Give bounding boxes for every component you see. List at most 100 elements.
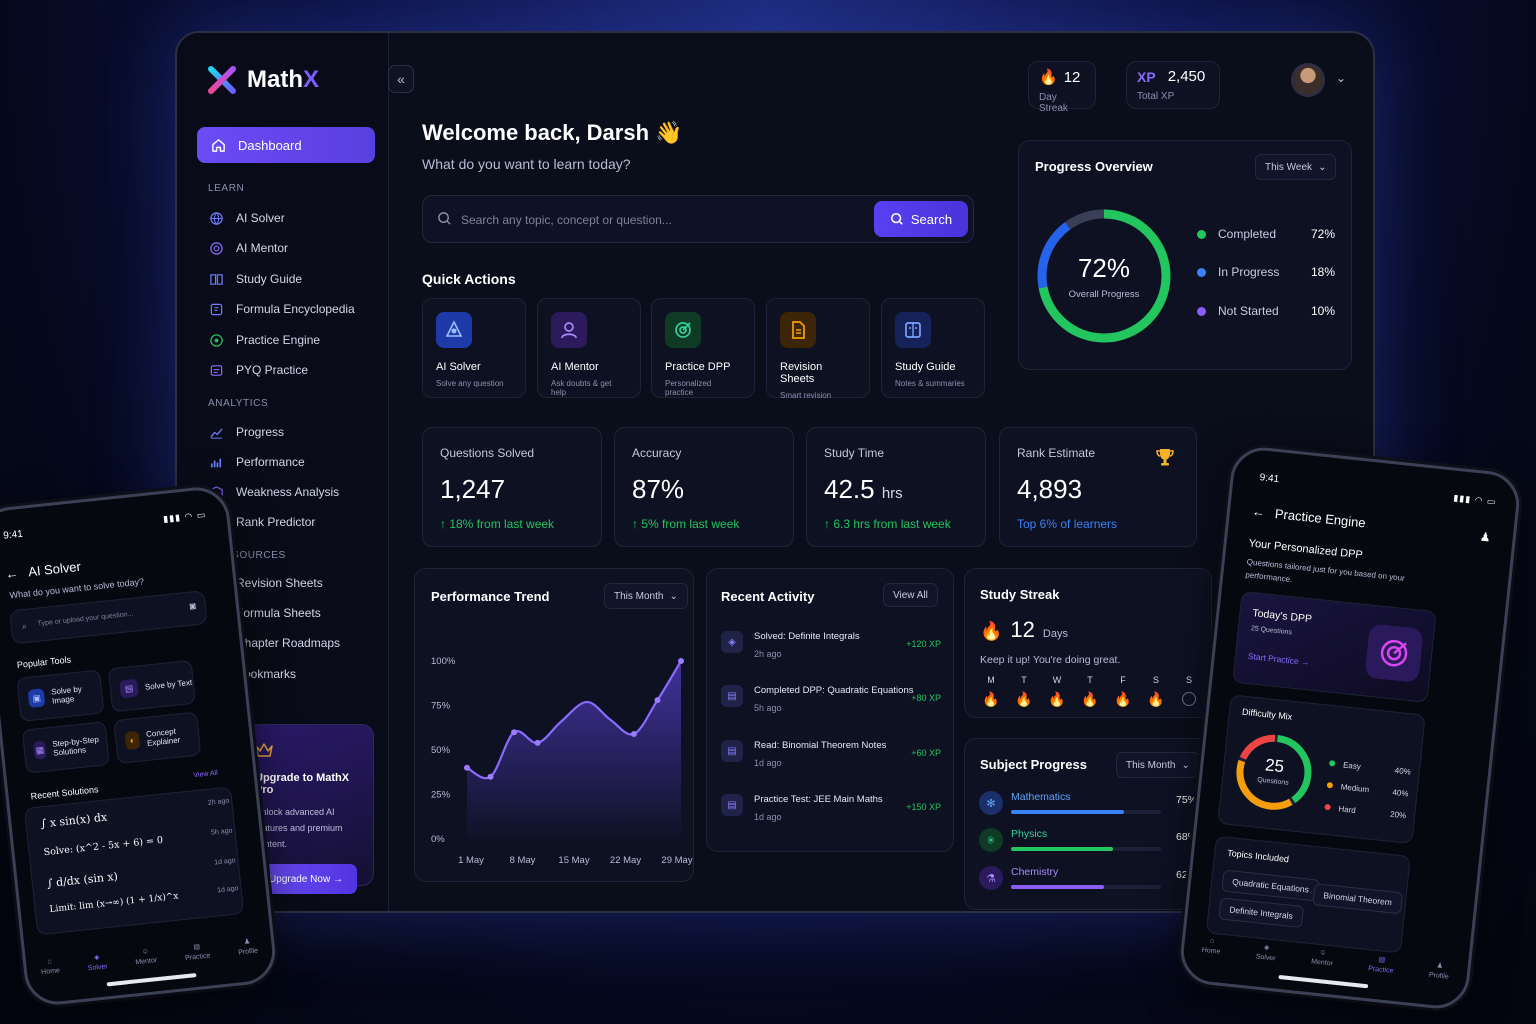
chevron-down-icon[interactable]: ⌄ <box>1336 71 1347 85</box>
nav-home[interactable]: ⌂ Home <box>1201 937 1221 956</box>
quick-action-practice-dpp[interactable]: Practice DPP Personalized practice <box>651 298 755 398</box>
todays-dpp-card[interactable]: Today's DPP 25 Questions Start Practice … <box>1232 590 1437 703</box>
tool-solve-by-text[interactable]: ▤ Solve by Text <box>107 659 196 713</box>
nav-profile[interactable]: ♟ Profile <box>237 938 259 957</box>
quick-action-ai-solver[interactable]: AI Solver Solve any question <box>422 298 526 398</box>
nav-solver[interactable]: ◈ Solver <box>87 954 109 973</box>
day-streak-chip[interactable]: 🔥 12 Day Streak <box>1028 61 1096 114</box>
sidebar-item-ai-mentor[interactable]: AI Mentor <box>208 240 288 256</box>
data-point[interactable] <box>630 730 637 737</box>
sidebar-item-formula-sheets[interactable]: Formula Sheets <box>236 606 321 620</box>
avatar[interactable] <box>1291 63 1325 97</box>
sidebar-item-revision-sheets[interactable]: Revision Sheets <box>236 576 323 590</box>
nav-profile[interactable]: ♟ Profile <box>1428 962 1449 981</box>
sidebar-item-dashboard[interactable]: Dashboard <box>197 127 375 163</box>
streak-day: T 🔥 <box>1079 675 1101 707</box>
search-input[interactable] <box>461 209 861 231</box>
month-range-dropdown[interactable]: This Month ⌄ <box>604 583 688 609</box>
series-line <box>466 660 682 780</box>
home-indicator <box>106 973 197 987</box>
data-point[interactable] <box>678 658 684 664</box>
week-range-dropdown[interactable]: This Week ⌄ <box>1255 154 1337 180</box>
sidebar-item-practice-engine[interactable]: Practice Engine <box>208 332 320 348</box>
y-tick-label: 100% <box>431 656 456 667</box>
activity-item[interactable]: ▤ Read: Binomial Theorem Notes 1d ago +60… <box>721 740 941 768</box>
search-icon: ⌕ <box>21 620 28 632</box>
activity-item[interactable]: ▤ Practice Test: JEE Main Maths 1d ago +1… <box>721 794 941 822</box>
metric-study-time: Study Time 42.5 hrs ↑ 6.3 hrs from last … <box>806 427 986 547</box>
fire-icon: 🔥 <box>1015 691 1033 707</box>
sidebar-item-weakness-analysis[interactable]: Weakness Analysis <box>208 484 339 500</box>
sidebar-item-ai-solver[interactable]: AI Solver <box>208 210 285 226</box>
nav-mentor[interactable]: ☺ Mentor <box>1310 949 1334 968</box>
back-arrow-icon[interactable]: ← <box>1251 503 1266 520</box>
status-icons: ▮▮▮ ◠ ▭ <box>1452 492 1497 508</box>
xp-icon: XP <box>1137 68 1156 85</box>
main-content: 🔥 12 Day Streak XP 2,450 Total XP ⌄ Welcom… <box>390 33 1373 911</box>
ai-solver-icon <box>436 312 472 348</box>
back-arrow-icon[interactable]: ← <box>4 565 20 582</box>
sidebar-item-chapter-roadmaps[interactable]: Chapter Roadmaps <box>236 636 341 650</box>
tool-step-by-step[interactable]: ▦ Step-by-Step Solutions <box>21 721 110 774</box>
total-xp-chip[interactable]: XP 2,450 Total XP <box>1126 61 1220 109</box>
sidebar-item-bookmarks[interactable]: Bookmarks <box>236 667 297 681</box>
streak-day: F 🔥 <box>1112 675 1134 707</box>
data-point[interactable] <box>534 739 541 746</box>
legend-in-progress: In Progress 18% <box>1197 265 1335 279</box>
upgrade-now-button[interactable]: Upgrade Now → <box>255 864 357 894</box>
data-point[interactable] <box>464 764 470 771</box>
app-logo[interactable]: MathX <box>207 65 319 95</box>
quick-action-revision-sheets[interactable]: Revision Sheets Smart revision <box>766 298 870 400</box>
solution-row[interactable]: Solve: (x^2 - 5x + 6) = 0 5h ago <box>43 827 233 859</box>
search-bar: Search <box>422 195 974 243</box>
subject-progress-fill <box>1011 885 1104 889</box>
sidebar-item-performance[interactable]: Performance <box>208 454 305 470</box>
difficulty-donut <box>1236 734 1312 810</box>
topic-chip[interactable]: Definite Integrals <box>1218 897 1304 929</box>
progress-overview-card: Progress Overview This Week ⌄ 72% Overall… <box>1018 140 1352 370</box>
sidebar-item-pyq-practice[interactable]: PYQ Practice <box>208 362 308 378</box>
sidebar-item-progress[interactable]: Progress <box>208 424 284 440</box>
search-icon <box>437 211 452 231</box>
streak-day: M 🔥 <box>980 675 1002 707</box>
camera-icon[interactable]: ◙ <box>189 601 197 613</box>
solver-icon: ◈ <box>1263 944 1270 952</box>
nav-home[interactable]: ⌂ Home <box>40 958 61 977</box>
view-all-link[interactable]: View All <box>193 769 219 780</box>
start-practice-link[interactable]: Start Practice → <box>1247 650 1311 668</box>
topic-chip[interactable]: Binomial Theorem <box>1312 883 1403 915</box>
sidebar-item-formula-encyclopedia[interactable]: Formula Encyclopedia <box>208 301 355 317</box>
nav-solver[interactable]: ◈ Solver <box>1255 944 1276 963</box>
profile-icon[interactable]: ♟ <box>1479 529 1492 545</box>
nav-mentor[interactable]: ☺ Mentor <box>135 947 158 967</box>
sidebar-item-study-guide[interactable]: Study Guide <box>208 271 302 287</box>
globe-icon <box>208 210 224 226</box>
collapse-sidebar-button[interactable]: « <box>388 65 414 93</box>
nav-practice[interactable]: ▤ Practice <box>1367 956 1394 975</box>
quick-action-study-guide[interactable]: Study Guide Notes & summaries <box>881 298 985 398</box>
series-area <box>467 661 681 839</box>
tool-concept-explainer[interactable]: ◐ Concept Explainer <box>113 711 202 765</box>
quick-action-ai-mentor[interactable]: AI Mentor Ask doubts & get help <box>537 298 641 398</box>
data-point[interactable] <box>487 773 494 780</box>
search-button[interactable]: Search <box>874 201 968 237</box>
activity-item[interactable]: ◈ Solved: Definite Integrals 2h ago +120 … <box>721 631 941 659</box>
desktop-window: MathX Dashboard LEARN AI Solver AI Mento… <box>175 31 1375 913</box>
book-icon <box>895 312 931 348</box>
fire-icon: 🔥 <box>1081 691 1099 707</box>
data-point[interactable] <box>654 697 661 704</box>
solution-row[interactable]: Limit: lim (x→∞) (1 + 1/x)^x 1d ago <box>49 885 239 915</box>
topic-chip[interactable]: Quadratic Equations <box>1221 869 1321 902</box>
question-input[interactable]: ⌕ Type or upload your question... ◙ <box>9 590 208 645</box>
solution-row[interactable]: ∫ x sin(x) dx 2h ago <box>39 797 230 831</box>
target-icon <box>1364 623 1424 683</box>
activity-item[interactable]: ▤ Completed DPP: Quadratic Equations 5h a… <box>721 685 941 713</box>
nav-practice[interactable]: ▤ Practice <box>184 943 211 963</box>
legend-completed: Completed 72% <box>1197 227 1335 241</box>
data-point[interactable] <box>511 729 518 736</box>
streak-week: M 🔥 T 🔥 W 🔥 T 🔥 F 🔥 S 🔥 S <box>980 675 1200 707</box>
solution-row[interactable]: ∫ d/dx (sin x) 1d ago <box>46 857 236 891</box>
tool-solve-by-image[interactable]: ▣ Solve by Image <box>16 669 105 722</box>
subject-range-dropdown[interactable]: This Month ⌄ <box>1116 752 1200 778</box>
view-all-activity-button[interactable]: View All <box>883 583 938 607</box>
